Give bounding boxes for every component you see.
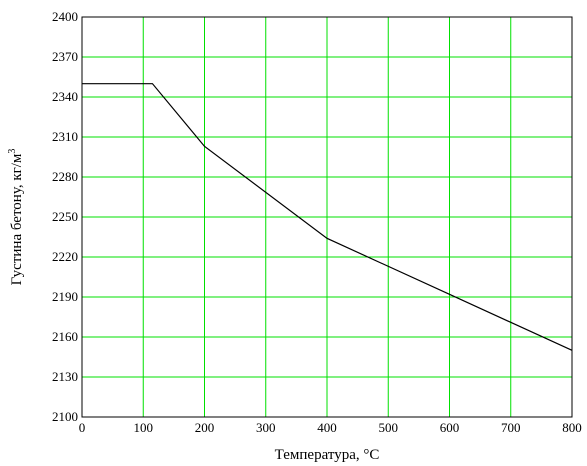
y-tick-label: 2370 [52, 49, 78, 64]
y-tick-label: 2250 [52, 209, 78, 224]
x-tick-label: 200 [195, 420, 215, 435]
series-line-0 [82, 83, 573, 351]
x-axis-title: Температура, °С [275, 447, 380, 463]
y-tick-label: 2100 [52, 409, 78, 424]
y-tick-label: 2190 [52, 289, 78, 304]
series-group [82, 83, 573, 351]
x-tick-labels: 0 100 200 300 400 500 600 700 800 [79, 420, 582, 435]
y-tick-label: 2310 [52, 129, 78, 144]
y-tick-label: 2220 [52, 249, 78, 264]
x-tick-label: 800 [562, 420, 582, 435]
x-tick-label: 400 [317, 420, 337, 435]
x-tick-label: 700 [501, 420, 521, 435]
y-tick-label: 2340 [52, 89, 78, 104]
y-axis-title-sup: 3 [7, 149, 18, 154]
x-tick-label: 500 [379, 420, 399, 435]
y-axis-title-main: Густина бетону, кг/м [9, 153, 25, 285]
x-tick-label: 100 [134, 420, 154, 435]
grid-lines [81, 16, 573, 418]
y-axis-title: Густина бетону, кг/м3 [7, 149, 25, 286]
x-tick-label: 300 [256, 420, 276, 435]
y-tick-label: 2160 [52, 329, 78, 344]
x-tick-label: 0 [79, 420, 86, 435]
x-tick-label: 600 [440, 420, 460, 435]
y-tick-label: 2130 [52, 369, 78, 384]
y-tick-label: 2280 [52, 169, 78, 184]
y-tick-label: 2400 [52, 9, 78, 24]
y-tick-labels: 2100 2130 2160 2190 2220 2250 2280 2310 2340 2370… [52, 9, 78, 424]
plot-frame [81, 16, 573, 418]
